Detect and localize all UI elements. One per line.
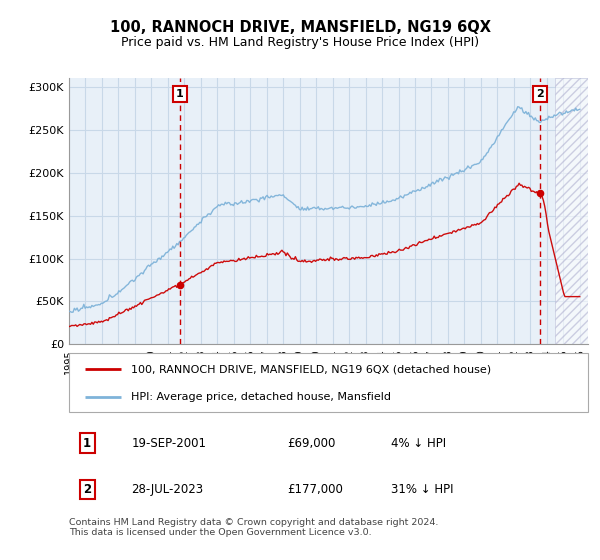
- Text: 1: 1: [83, 437, 91, 450]
- Text: 4% ↓ HPI: 4% ↓ HPI: [391, 437, 446, 450]
- Text: 28-JUL-2023: 28-JUL-2023: [131, 483, 203, 496]
- Text: 19-SEP-2001: 19-SEP-2001: [131, 437, 206, 450]
- Text: 2: 2: [536, 89, 544, 99]
- Text: Contains HM Land Registry data © Crown copyright and database right 2024.
This d: Contains HM Land Registry data © Crown c…: [69, 518, 439, 538]
- Bar: [555, 78, 588, 344]
- Text: HPI: Average price, detached house, Mansfield: HPI: Average price, detached house, Mans…: [131, 392, 391, 402]
- Text: 1: 1: [176, 89, 184, 99]
- FancyBboxPatch shape: [69, 353, 588, 412]
- Text: 100, RANNOCH DRIVE, MANSFIELD, NG19 6QX (detached house): 100, RANNOCH DRIVE, MANSFIELD, NG19 6QX …: [131, 364, 491, 374]
- Text: £69,000: £69,000: [287, 437, 335, 450]
- Text: 31% ↓ HPI: 31% ↓ HPI: [391, 483, 453, 496]
- Text: Price paid vs. HM Land Registry's House Price Index (HPI): Price paid vs. HM Land Registry's House …: [121, 36, 479, 49]
- Text: £177,000: £177,000: [287, 483, 343, 496]
- Text: 2: 2: [83, 483, 91, 496]
- Text: 100, RANNOCH DRIVE, MANSFIELD, NG19 6QX: 100, RANNOCH DRIVE, MANSFIELD, NG19 6QX: [110, 20, 491, 35]
